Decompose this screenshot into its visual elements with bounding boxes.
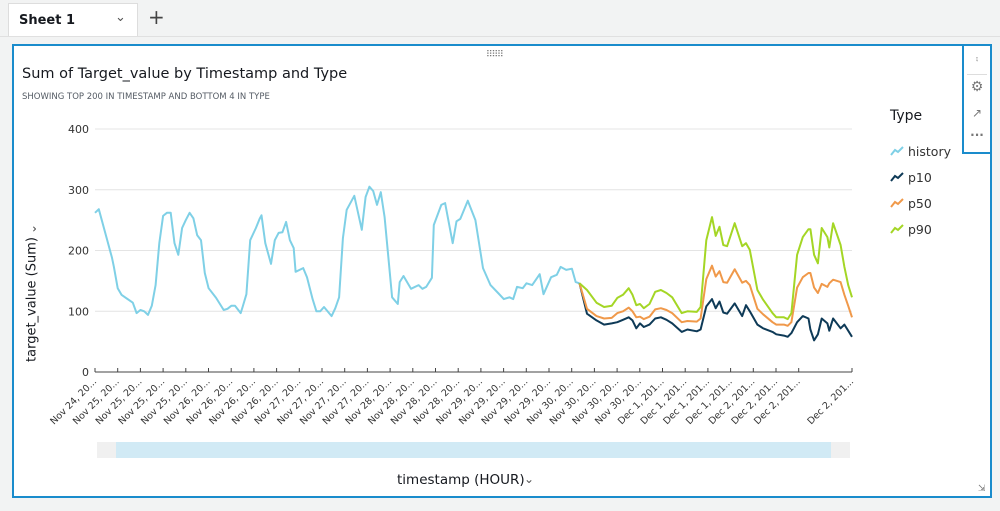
visual-toolbar: ⨾ ⚙ ↗ ··· [962,44,992,154]
drag-handle-icon[interactable]: ⠿⠿⠿ [486,50,504,60]
expand-icon[interactable]: ↗ [971,106,983,120]
x-tick-label: Dec 2, 201... [805,376,856,427]
more-icon[interactable]: ··· [970,128,984,142]
legend-title: Type [890,108,923,124]
y-tick-label: 200 [68,245,89,258]
x-axis-label[interactable]: timestamp (HOUR) [397,472,525,488]
y-tick-label: 0 [82,366,89,379]
line-swatch-icon [890,198,904,208]
legend-label: history [908,143,951,159]
y-tick-label: 400 [68,123,89,136]
y-tick-label: 300 [68,184,89,197]
sheet-tab-bar: Sheet 1 ⌄ + [0,0,1000,37]
x-axis-chevron-icon[interactable]: ⌄ [524,472,535,486]
visual-panel[interactable] [12,44,992,498]
series-line-history [94,185,580,318]
collapse-icon[interactable]: ⨾ [975,50,979,64]
gear-icon[interactable]: ⚙ [970,79,984,95]
legend-item-p90[interactable]: p90 [890,216,951,242]
visual-subtitle: SHOWING TOP 200 IN TIMESTAMP AND BOTTOM … [22,92,270,102]
scrollbar-thumb[interactable] [116,442,831,458]
legend-label: p90 [908,221,932,237]
legend: Type history p10 p50 p90 [890,108,951,242]
y-tick-label: 100 [68,305,89,318]
series-line-p10 [578,283,853,342]
legend-item-p10[interactable]: p10 [890,164,951,190]
chevron-down-icon[interactable]: ⌄ [115,10,126,25]
tab-sheet-1[interactable]: Sheet 1 ⌄ [8,3,138,36]
visual-title: Sum of Target_value by Timestamp and Typ… [22,66,348,82]
line-swatch-icon [890,146,904,156]
series-line-p90 [578,216,853,321]
x-scrollbar[interactable] [97,442,850,458]
resize-handle-icon[interactable]: ⇲ [978,484,986,494]
tab-label: Sheet 1 [19,13,76,28]
series-line-p50 [578,264,853,327]
legend-label: p10 [908,169,932,185]
legend-item-p50[interactable]: p50 [890,190,951,216]
legend-item-history[interactable]: history [890,138,951,164]
line-swatch-icon [890,172,904,182]
legend-label: p50 [908,195,932,211]
line-swatch-icon [890,224,904,234]
add-sheet-button[interactable]: + [148,5,165,29]
